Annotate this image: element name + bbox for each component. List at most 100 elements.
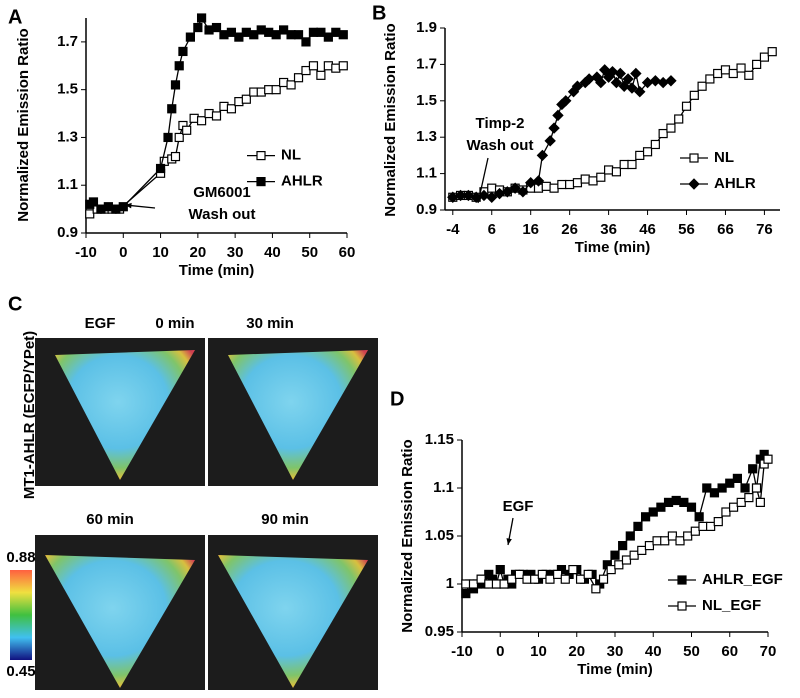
data-point <box>316 27 326 37</box>
annotation: Timp-2 <box>476 115 525 132</box>
data-point <box>568 564 578 575</box>
x-tick-label: 26 <box>561 221 578 238</box>
data-point <box>709 488 720 498</box>
data-point <box>507 574 517 584</box>
data-point <box>627 159 637 170</box>
data-point <box>694 512 704 522</box>
data-point <box>541 181 551 191</box>
arrow-head <box>125 202 132 209</box>
data-point <box>170 80 181 90</box>
legend-marker <box>688 178 700 190</box>
data-point <box>226 27 237 37</box>
x-tick-label: 40 <box>645 643 662 660</box>
legend-label: AHLR <box>714 175 756 192</box>
data-point <box>630 67 642 80</box>
data-point <box>241 27 251 37</box>
data-point <box>461 588 471 599</box>
data-point <box>656 502 666 512</box>
y-tick-label: 1.7 <box>57 33 78 50</box>
data-point <box>484 579 494 589</box>
data-point <box>487 183 497 193</box>
data-point <box>642 147 653 157</box>
y-tick-label: 0.9 <box>57 224 78 241</box>
y-tick-label: 1.1 <box>57 176 78 193</box>
data-point <box>640 512 651 522</box>
data-point <box>264 85 274 95</box>
data-point <box>697 81 707 91</box>
colorbar-label: 0.45 <box>6 663 35 680</box>
legend-marker <box>677 575 687 585</box>
y-axis-title: MT1-AHLR (ECFP/YPet) <box>21 331 38 499</box>
data-point <box>167 104 177 114</box>
x-tick-label: 20 <box>568 643 585 660</box>
data-point <box>767 47 777 57</box>
x-tick-label: -10 <box>75 244 97 261</box>
data-point <box>476 574 486 584</box>
data-point <box>189 113 199 123</box>
data-point <box>698 521 708 532</box>
data-point <box>514 569 524 580</box>
data-point <box>234 32 244 42</box>
data-point <box>679 497 689 507</box>
panel-label: D <box>390 388 404 410</box>
image <box>35 338 378 690</box>
x-tick-label: 46 <box>639 221 656 238</box>
data-point <box>621 555 632 565</box>
data-point <box>196 116 207 126</box>
data-point <box>571 80 584 92</box>
data-point <box>331 27 341 37</box>
data-point <box>323 61 333 71</box>
data-point <box>681 101 692 111</box>
colorbar <box>10 570 32 660</box>
data-point <box>196 13 207 23</box>
data-point <box>614 67 626 80</box>
data-point <box>118 202 128 212</box>
y-tick-label: 1.15 <box>425 431 454 448</box>
data-point <box>652 536 662 546</box>
y-tick-label: 1.5 <box>416 92 437 109</box>
data-point <box>588 176 598 186</box>
data-point <box>241 94 251 104</box>
data-point <box>626 82 638 94</box>
data-point <box>548 122 560 134</box>
data-point <box>454 189 467 202</box>
data-point <box>174 61 184 71</box>
data-point <box>663 497 674 507</box>
data-point <box>530 574 540 584</box>
x-tick-label: 36 <box>600 221 617 238</box>
data-point <box>625 531 635 541</box>
data-point <box>689 90 699 100</box>
data-point <box>204 108 214 119</box>
data-point <box>583 569 593 580</box>
data-point <box>468 579 479 589</box>
annotation: Wash out <box>467 137 534 154</box>
data-point <box>517 186 529 198</box>
data-point <box>204 25 214 35</box>
data-point <box>660 536 670 546</box>
x-tick-label: 16 <box>522 221 539 238</box>
data-point <box>256 87 266 97</box>
data-point <box>755 497 765 507</box>
x-tick-label: 40 <box>264 244 281 261</box>
y-tick-label: 1.5 <box>57 81 78 98</box>
data-point <box>629 550 639 560</box>
data-point <box>618 540 628 551</box>
x-tick-label: 30 <box>227 244 244 261</box>
y-tick-label: 1.7 <box>416 55 437 72</box>
y-tick-label: 1 <box>446 575 454 592</box>
data-point <box>301 65 311 76</box>
data-point <box>308 27 319 37</box>
x-tick-label: 50 <box>301 244 318 261</box>
x-tick-label: 70 <box>760 643 777 660</box>
data-point <box>552 109 564 122</box>
data-point <box>163 132 173 143</box>
data-point <box>264 27 274 37</box>
frame-label: 60 min <box>86 511 134 528</box>
data-point <box>759 52 770 62</box>
data-point <box>182 125 192 135</box>
frame-label: 90 min <box>261 511 309 528</box>
data-point <box>293 73 304 83</box>
data-point <box>522 574 532 584</box>
data-point <box>591 584 601 594</box>
data-point <box>174 132 184 143</box>
